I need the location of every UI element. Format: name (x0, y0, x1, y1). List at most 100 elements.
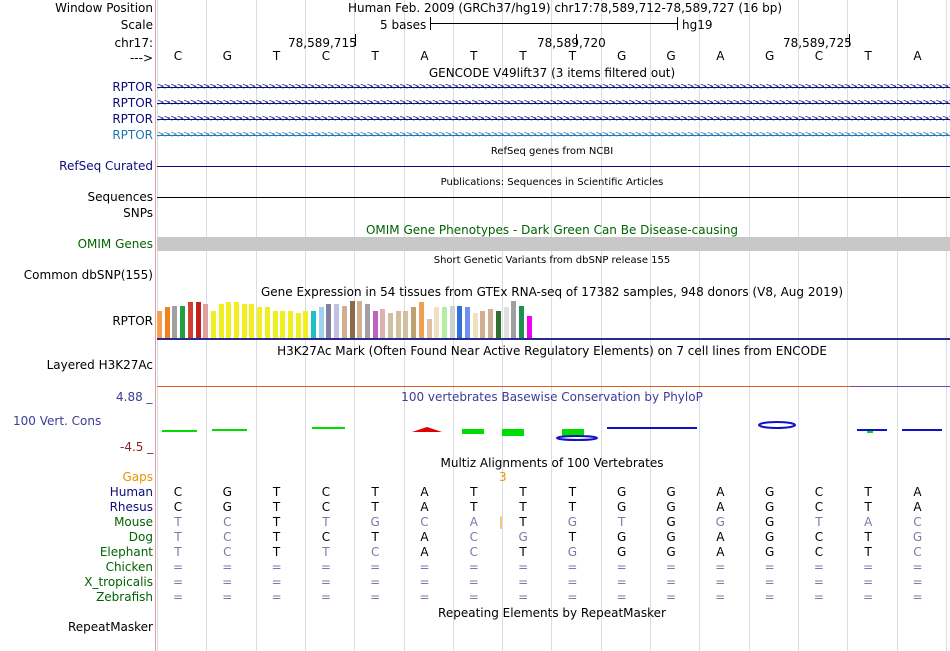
multiz-species-label[interactable]: Chicken (105, 560, 153, 574)
gtex-tissue-bar[interactable] (411, 307, 417, 338)
publications-track-label[interactable]: Sequences (87, 190, 153, 204)
gtex-tissue-bar[interactable] (503, 307, 509, 338)
refseq-feature-line[interactable] (157, 166, 950, 167)
multiz-base: C (370, 545, 380, 559)
gtex-track-label[interactable]: RPTOR (112, 314, 153, 328)
gtex-tissue-bar[interactable] (318, 307, 324, 338)
gtex-tissue-bar[interactable] (295, 313, 301, 339)
gtex-tissue-bar[interactable] (511, 301, 517, 338)
gtex-tissue-bar[interactable] (241, 304, 247, 338)
omim-feature-block[interactable] (157, 237, 950, 251)
snps-track-label[interactable]: SNPs (123, 206, 153, 220)
gencode-transcript-label[interactable]: RPTOR (112, 80, 153, 94)
gaps-label[interactable]: Gaps (122, 470, 153, 484)
phylop-track-label[interactable]: 100 Vert. Cons (13, 414, 102, 428)
gtex-tissue-bar[interactable] (280, 311, 286, 338)
gtex-tissue-bar[interactable] (441, 307, 447, 338)
multiz-species-label[interactable]: X_tropicalis (84, 575, 153, 589)
gtex-tissue-bar[interactable] (526, 316, 532, 338)
multiz-species-label[interactable]: Zebrafish (96, 590, 153, 604)
multiz-base: T (371, 530, 379, 544)
gtex-tissue-bar[interactable] (426, 319, 432, 338)
omim-track-label[interactable]: OMIM Genes (77, 237, 153, 251)
gtex-tissue-bar[interactable] (472, 313, 478, 339)
gtex-tissue-bar[interactable] (488, 309, 494, 338)
multiz-base: = (764, 590, 775, 604)
refseq-track-label[interactable]: RefSeq Curated (59, 159, 153, 173)
base-letter: C (814, 49, 824, 63)
gtex-tissue-bar[interactable] (480, 311, 486, 338)
gtex-tissue-bar[interactable] (372, 311, 378, 338)
h3k27ac-signal-line-tail[interactable] (850, 386, 950, 387)
gtex-tissue-bar[interactable] (311, 311, 316, 338)
gtex-tissue-bar[interactable] (164, 307, 170, 338)
gtex-tissue-bar[interactable] (364, 304, 370, 338)
multiz-species-label[interactable]: Mouse (114, 515, 153, 529)
gtex-tissue-bar[interactable] (357, 301, 363, 338)
gtex-tissue-bar[interactable] (187, 302, 193, 338)
publications-feature-line[interactable] (157, 197, 950, 198)
gtex-tissue-bar[interactable] (518, 306, 524, 338)
scale-bar-left-tick (430, 17, 431, 30)
gtex-tissue-bar[interactable] (180, 306, 186, 338)
multiz-base: G (764, 515, 775, 529)
base-letter: G (764, 49, 775, 63)
multiz-base: = (567, 590, 578, 604)
multiz-base: C (321, 500, 331, 514)
gtex-tissue-bar[interactable] (257, 307, 263, 338)
gencode-transcript-label[interactable]: RPTOR (112, 96, 153, 110)
gtex-tissue-bar[interactable] (388, 313, 393, 339)
multiz-base: T (371, 500, 379, 514)
gtex-tissue-bar[interactable] (203, 304, 209, 338)
gtex-tissue-bar[interactable] (303, 311, 309, 338)
gtex-tissue-bar[interactable] (210, 311, 216, 338)
gtex-tissue-bar[interactable] (272, 311, 278, 338)
gtex-tissue-bar[interactable] (234, 302, 239, 338)
phylop-conservation-logo[interactable] (157, 420, 950, 444)
gtex-tissue-bar[interactable] (264, 307, 270, 338)
multiz-species-label[interactable]: Elephant (99, 545, 153, 559)
repeatmasker-track-label[interactable]: RepeatMasker (67, 620, 153, 634)
gtex-tissue-bar[interactable] (418, 302, 424, 338)
multiz-base: A (864, 515, 873, 529)
gtex-tissue-bar[interactable] (334, 304, 340, 338)
multiz-species-label[interactable]: Dog (128, 530, 153, 544)
multiz-base: G (666, 530, 676, 544)
multiz-species-label[interactable]: Human (109, 485, 153, 499)
gtex-tissue-bar[interactable] (172, 306, 178, 338)
gtex-tissue-bar[interactable] (465, 307, 470, 338)
gtex-tissue-bar[interactable] (341, 306, 347, 338)
multiz-base: = (518, 575, 529, 589)
gtex-tissue-bar[interactable] (457, 306, 463, 338)
gtex-tissue-bar[interactable] (218, 304, 224, 338)
multiz-base: = (863, 560, 874, 574)
multiz-species-label[interactable]: Rhesus (109, 500, 153, 514)
gtex-tissue-bar[interactable] (495, 311, 501, 338)
gencode-transcript-label[interactable]: RPTOR (112, 128, 153, 142)
h3k27ac-signal-line[interactable] (157, 386, 850, 387)
gencode-track-title: GENCODE V49lift37 (3 items filtered out) (428, 66, 676, 80)
gtex-tissue-bar[interactable] (380, 309, 386, 338)
gtex-tissue-bar[interactable] (403, 311, 409, 338)
h3k27ac-track-label[interactable]: Layered H3K27Ac (46, 358, 153, 372)
gtex-tissue-bar[interactable] (226, 302, 232, 338)
gtex-tissue-bar[interactable] (157, 311, 162, 338)
gtex-tissue-bar[interactable] (449, 306, 455, 338)
multiz-base: = (912, 575, 923, 589)
gtex-tissue-bar[interactable] (249, 304, 255, 338)
multiz-base: = (764, 575, 775, 589)
gtex-tissue-bar[interactable] (195, 302, 201, 338)
gtex-tissue-bar[interactable] (326, 304, 332, 338)
dbsnp-track-label[interactable]: Common dbSNP(155) (23, 268, 153, 282)
gtex-tissue-bar[interactable] (434, 307, 440, 338)
multiz-base: = (518, 560, 529, 574)
gtex-tissue-bar[interactable] (349, 301, 355, 338)
gtex-tissue-bar[interactable] (395, 311, 401, 338)
multiz-base: A (913, 485, 922, 499)
gtex-tissue-bar[interactable] (287, 311, 293, 338)
scale-db: hg19 (682, 18, 713, 32)
multiz-base: C (913, 545, 922, 559)
multiz-base: = (912, 560, 923, 574)
gencode-transcript-label[interactable]: RPTOR (112, 112, 153, 126)
